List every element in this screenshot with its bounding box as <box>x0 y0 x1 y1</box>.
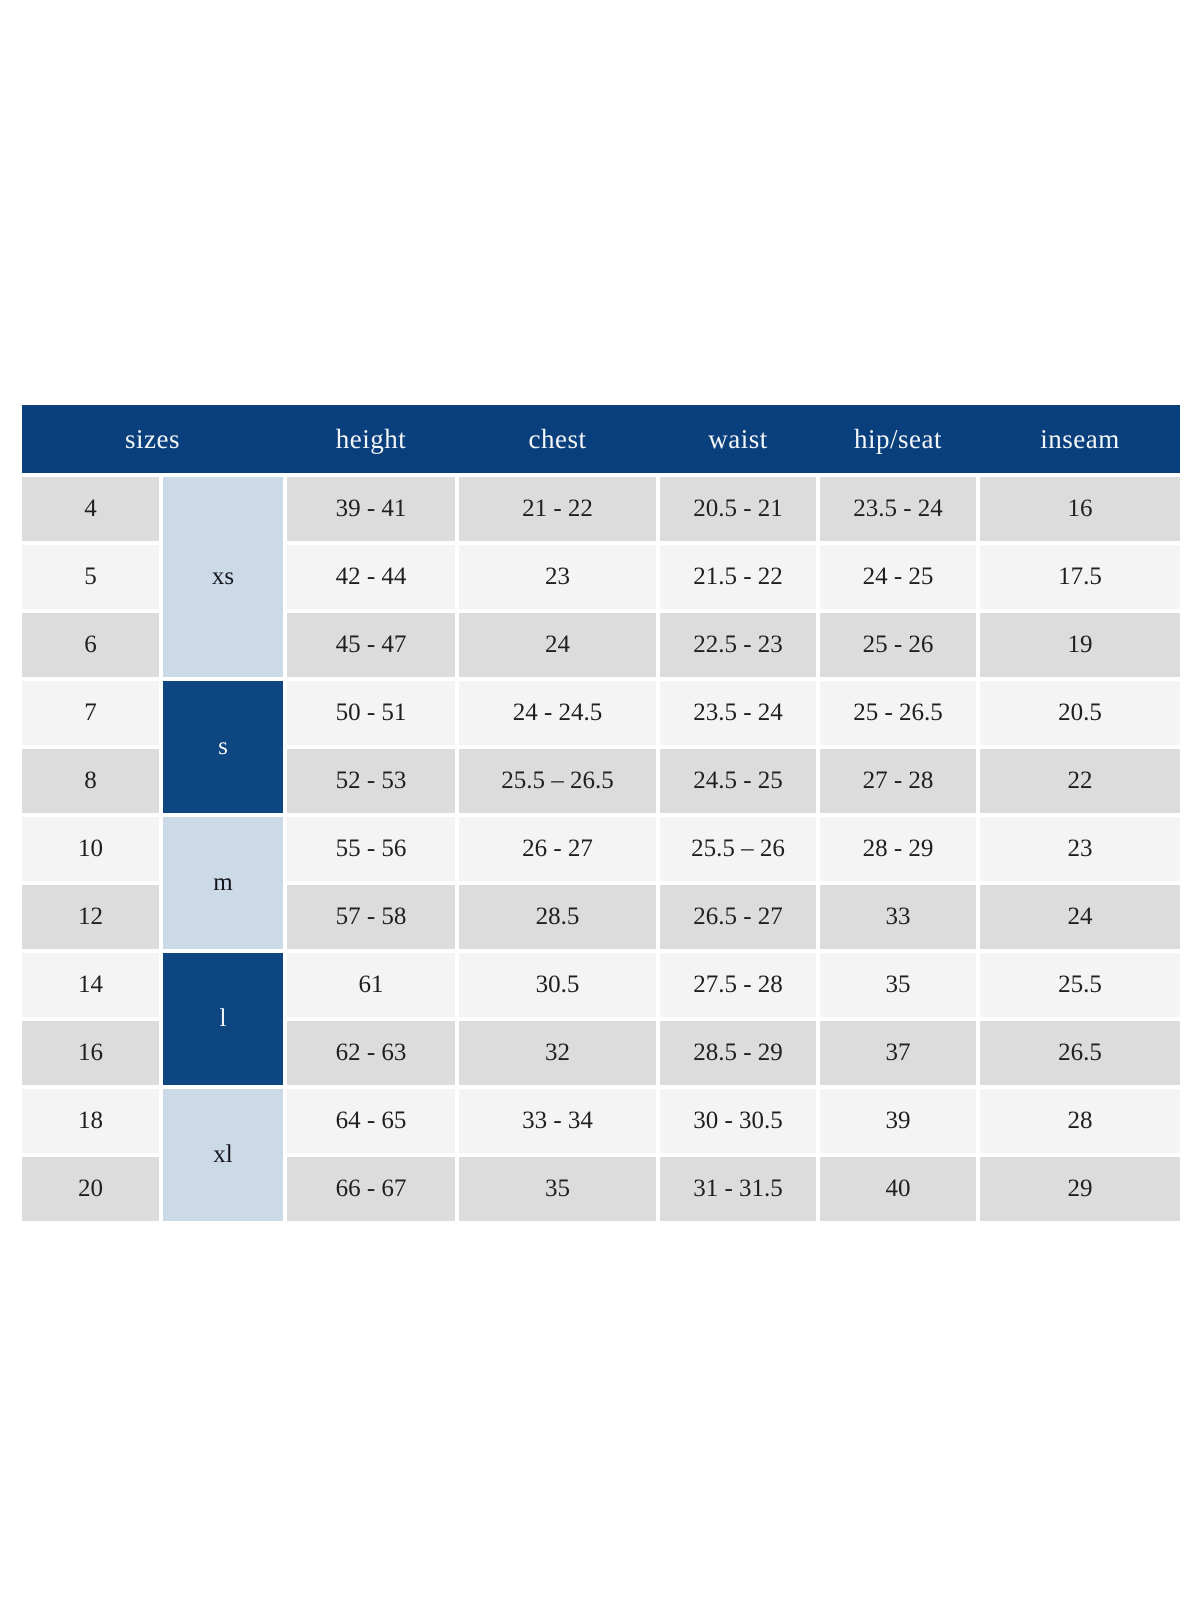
size-group-cell-m: m <box>163 817 283 949</box>
size-cell: 12 <box>22 885 159 949</box>
table-header-row: sizes height chest waist hip/seat inseam <box>22 405 1180 473</box>
hip-seat-cell: 39 <box>820 1089 976 1153</box>
waist-cell: 20.5 - 21 <box>660 477 816 541</box>
height-cell: 42 - 44 <box>287 545 455 609</box>
table-body: 4 39 - 41 21 - 22 20.5 - 21 23.5 - 24 16 5 42 -… <box>22 477 1180 1221</box>
inseam-cell: 22 <box>980 749 1180 813</box>
header-chest: chest <box>528 424 587 454</box>
header-waist: waist <box>708 424 768 454</box>
height-cell: 62 - 63 <box>287 1021 455 1085</box>
hip-seat-cell: 33 <box>820 885 976 949</box>
size-cell: 14 <box>22 953 159 1017</box>
waist-cell: 27.5 - 28 <box>660 953 816 1017</box>
waist-cell: 24.5 - 25 <box>660 749 816 813</box>
hip-seat-cell: 37 <box>820 1021 976 1085</box>
size-cell: 10 <box>22 817 159 881</box>
size-cell: 5 <box>22 545 159 609</box>
inseam-cell: 25.5 <box>980 953 1180 1017</box>
waist-cell: 28.5 - 29 <box>660 1021 816 1085</box>
header-hip-seat: hip/seat <box>854 424 942 454</box>
size-cell: 4 <box>22 477 159 541</box>
inseam-cell: 26.5 <box>980 1021 1180 1085</box>
chest-cell: 26 - 27 <box>459 817 656 881</box>
waist-cell: 26.5 - 27 <box>660 885 816 949</box>
inseam-cell: 24 <box>980 885 1180 949</box>
chest-cell: 28.5 <box>459 885 656 949</box>
hip-seat-cell: 27 - 28 <box>820 749 976 813</box>
header-sizes: sizes <box>125 424 180 454</box>
height-cell: 61 <box>287 953 455 1017</box>
inseam-cell: 23 <box>980 817 1180 881</box>
chest-cell: 35 <box>459 1157 656 1221</box>
size-cell: 20 <box>22 1157 159 1221</box>
size-group-cell-l: l <box>163 953 283 1085</box>
inseam-cell: 29 <box>980 1157 1180 1221</box>
chest-cell: 32 <box>459 1021 656 1085</box>
size-group-cell-xs: xs <box>163 477 283 677</box>
size-cell: 6 <box>22 613 159 677</box>
height-cell: 52 - 53 <box>287 749 455 813</box>
waist-cell: 25.5 – 26 <box>660 817 816 881</box>
chest-cell: 24 <box>459 613 656 677</box>
inseam-cell: 16 <box>980 477 1180 541</box>
waist-cell: 21.5 - 22 <box>660 545 816 609</box>
height-cell: 45 - 47 <box>287 613 455 677</box>
waist-cell: 31 - 31.5 <box>660 1157 816 1221</box>
size-group-cell-xl: xl <box>163 1089 283 1221</box>
height-cell: 55 - 56 <box>287 817 455 881</box>
inseam-cell: 20.5 <box>980 681 1180 745</box>
chest-cell: 23 <box>459 545 656 609</box>
waist-cell: 22.5 - 23 <box>660 613 816 677</box>
height-cell: 50 - 51 <box>287 681 455 745</box>
size-chart-table: sizes height chest waist hip/seat inseam… <box>22 405 1180 1221</box>
chest-cell: 25.5 – 26.5 <box>459 749 656 813</box>
hip-seat-cell: 28 - 29 <box>820 817 976 881</box>
header-inseam: inseam <box>1040 424 1120 454</box>
chest-cell: 24 - 24.5 <box>459 681 656 745</box>
inseam-cell: 17.5 <box>980 545 1180 609</box>
hip-seat-cell: 23.5 - 24 <box>820 477 976 541</box>
hip-seat-cell: 40 <box>820 1157 976 1221</box>
size-cell: 16 <box>22 1021 159 1085</box>
size-cell: 8 <box>22 749 159 813</box>
height-cell: 57 - 58 <box>287 885 455 949</box>
height-cell: 66 - 67 <box>287 1157 455 1221</box>
height-cell: 39 - 41 <box>287 477 455 541</box>
header-height: height <box>335 424 407 454</box>
size-group-cell-s: s <box>163 681 283 813</box>
waist-cell: 30 - 30.5 <box>660 1089 816 1153</box>
size-cell: 18 <box>22 1089 159 1153</box>
hip-seat-cell: 25 - 26 <box>820 613 976 677</box>
chest-cell: 30.5 <box>459 953 656 1017</box>
waist-cell: 23.5 - 24 <box>660 681 816 745</box>
hip-seat-cell: 35 <box>820 953 976 1017</box>
chest-cell: 21 - 22 <box>459 477 656 541</box>
inseam-cell: 28 <box>980 1089 1180 1153</box>
inseam-cell: 19 <box>980 613 1180 677</box>
hip-seat-cell: 24 - 25 <box>820 545 976 609</box>
height-cell: 64 - 65 <box>287 1089 455 1153</box>
chest-cell: 33 - 34 <box>459 1089 656 1153</box>
hip-seat-cell: 25 - 26.5 <box>820 681 976 745</box>
size-cell: 7 <box>22 681 159 745</box>
